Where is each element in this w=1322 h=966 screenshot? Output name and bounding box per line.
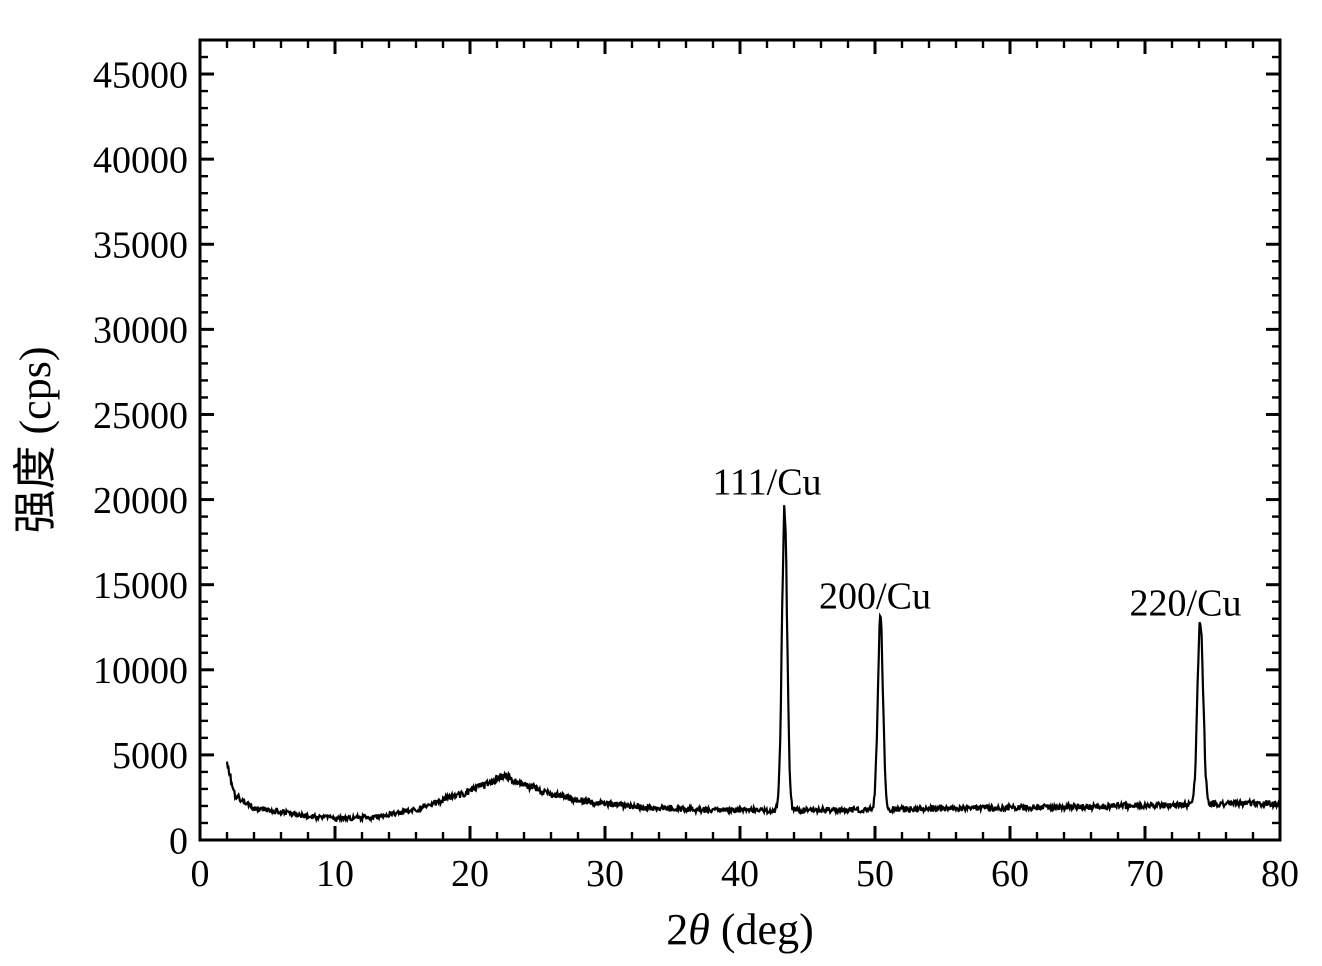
ytick-label: 35000 xyxy=(93,225,188,267)
xtick-label: 0 xyxy=(191,853,210,895)
yaxis-label: 强度 (cps) xyxy=(11,347,60,534)
ytick-label: 40000 xyxy=(93,139,188,181)
peak-label: 200/Cu xyxy=(819,576,931,618)
ytick-label: 0 xyxy=(169,820,188,862)
xtick-label: 80 xyxy=(1261,853,1299,895)
ytick-label: 10000 xyxy=(93,650,188,692)
xaxis-label: 2θ (deg) xyxy=(666,905,813,954)
ytick-label: 45000 xyxy=(93,54,188,96)
xtick-label: 50 xyxy=(856,853,894,895)
peak-label: 220/Cu xyxy=(1130,582,1242,624)
xtick-label: 30 xyxy=(586,853,624,895)
xtick-label: 10 xyxy=(316,853,354,895)
ytick-label: 5000 xyxy=(112,735,188,777)
xtick-label: 60 xyxy=(991,853,1029,895)
xtick-label: 40 xyxy=(721,853,759,895)
peak-label: 111/Cu xyxy=(712,461,821,503)
plot-border xyxy=(200,40,1280,840)
ytick-label: 30000 xyxy=(93,310,188,352)
ytick-label: 25000 xyxy=(93,395,188,437)
xtick-label: 70 xyxy=(1126,853,1164,895)
ytick-label: 20000 xyxy=(93,480,188,522)
ytick-label: 15000 xyxy=(93,565,188,607)
xtick-label: 20 xyxy=(451,853,489,895)
